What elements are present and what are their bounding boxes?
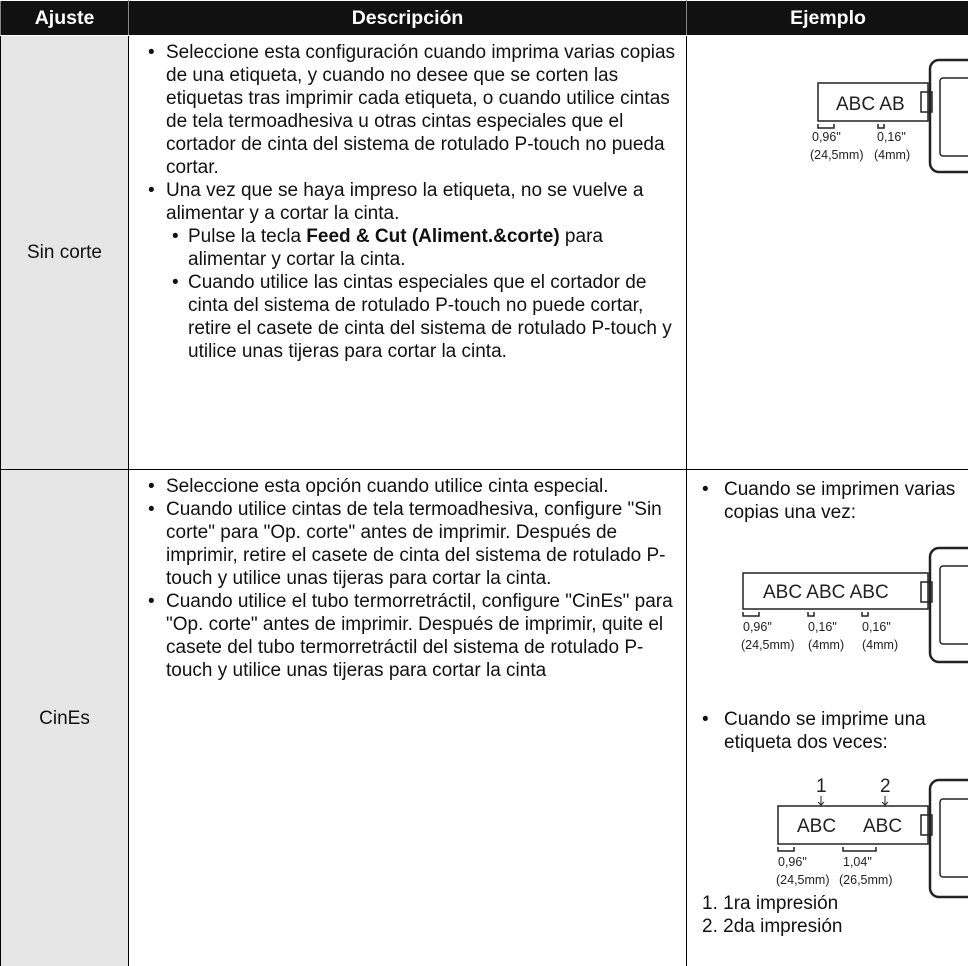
setting-cell: Sin corte xyxy=(0,35,129,470)
dim-mm: (4mm) xyxy=(808,638,844,652)
bullet-text: Una vez que se haya impreso la etiqueta,… xyxy=(166,180,644,224)
dim-inch: 1,04" xyxy=(843,855,872,869)
bullet-item: Seleccione esta configuración cuando imp… xyxy=(129,41,680,179)
printer xyxy=(928,546,968,664)
dim-inch: 0,96" xyxy=(778,855,807,869)
tape xyxy=(742,572,929,610)
tape xyxy=(777,805,929,845)
setting-cell: CinEs xyxy=(0,469,129,966)
sub-item: Cuando utilice las cintas especiales que… xyxy=(166,271,680,363)
printer-window xyxy=(939,565,968,645)
header-cell: Ajuste xyxy=(0,0,129,36)
dim-inch: 0,96" xyxy=(743,620,772,634)
dim-inch: 0,96" xyxy=(812,130,841,144)
drawing-shapes xyxy=(742,58,968,899)
header-cell: Ejemplo xyxy=(686,0,968,36)
dim-mm: (26,5mm) xyxy=(839,873,892,887)
bullet-item: Seleccione esta opción cuando utilice ci… xyxy=(129,475,680,498)
marker: 1 xyxy=(816,776,827,797)
bullet-list: Seleccione esta configuración cuando imp… xyxy=(129,41,680,363)
printer-window xyxy=(939,798,968,878)
note: 1. 1ra impresión xyxy=(702,893,839,914)
text: para alimentar y cortar la cinta. xyxy=(188,226,603,270)
key-name: Feed & Cut (Aliment.&corte) xyxy=(306,226,560,247)
dim-mm: (24,5mm) xyxy=(741,638,794,652)
dim-inch: 0,16" xyxy=(862,620,891,634)
tape-text: ABC xyxy=(797,816,836,837)
dim-mm: (4mm) xyxy=(874,148,910,162)
dim-mm: (4mm) xyxy=(862,638,898,652)
bullet-list: Seleccione esta opción cuando utilice ci… xyxy=(129,475,680,682)
sub-item: Pulse la tecla Feed & Cut (Aliment.&cort… xyxy=(166,225,680,271)
dim-bracket xyxy=(742,612,869,617)
bullet-item: Una vez que se haya impreso la etiqueta,… xyxy=(129,179,680,363)
note: 2. 2da impresión xyxy=(702,916,843,937)
example-bullet: Cuando se imprime una etiqueta dos veces… xyxy=(702,708,939,754)
cutter xyxy=(920,814,933,836)
printer xyxy=(928,58,968,174)
printer-window xyxy=(939,77,968,157)
dim-inch: 0,16" xyxy=(808,620,837,634)
cutter xyxy=(920,91,933,113)
tape xyxy=(817,82,929,122)
dim-mm: (24,5mm) xyxy=(810,148,863,162)
dim-bracket xyxy=(777,847,877,852)
cutter xyxy=(920,581,933,603)
tape-text: ABC xyxy=(863,816,902,837)
example-bullet: Cuando se imprimen varias copias una vez… xyxy=(702,478,968,524)
bullet-item: Cuando utilice cintas de tela termoadhes… xyxy=(129,498,680,590)
arrow xyxy=(817,796,889,806)
dim-mm: (24,5mm) xyxy=(776,873,829,887)
marker: 2 xyxy=(880,776,891,797)
description-cell: Seleccione esta configuración cuando imp… xyxy=(128,35,687,470)
printer xyxy=(928,778,968,899)
tape-text: ABC AB xyxy=(836,94,905,115)
text: Pulse la tecla xyxy=(188,226,307,247)
tape-text: ABC ABC ABC xyxy=(763,582,889,603)
dim-bracket xyxy=(817,124,885,129)
dim-inch: 0,16" xyxy=(877,130,906,144)
description-cell: Seleccione esta opción cuando utilice ci… xyxy=(128,469,687,966)
sub-list: Pulse la tecla Feed & Cut (Aliment.&cort… xyxy=(166,225,680,363)
header-row: Ajuste Descripción Ejemplo xyxy=(0,0,968,36)
bullet-item: Cuando utilice el tubo termorretráctil, … xyxy=(129,590,680,682)
